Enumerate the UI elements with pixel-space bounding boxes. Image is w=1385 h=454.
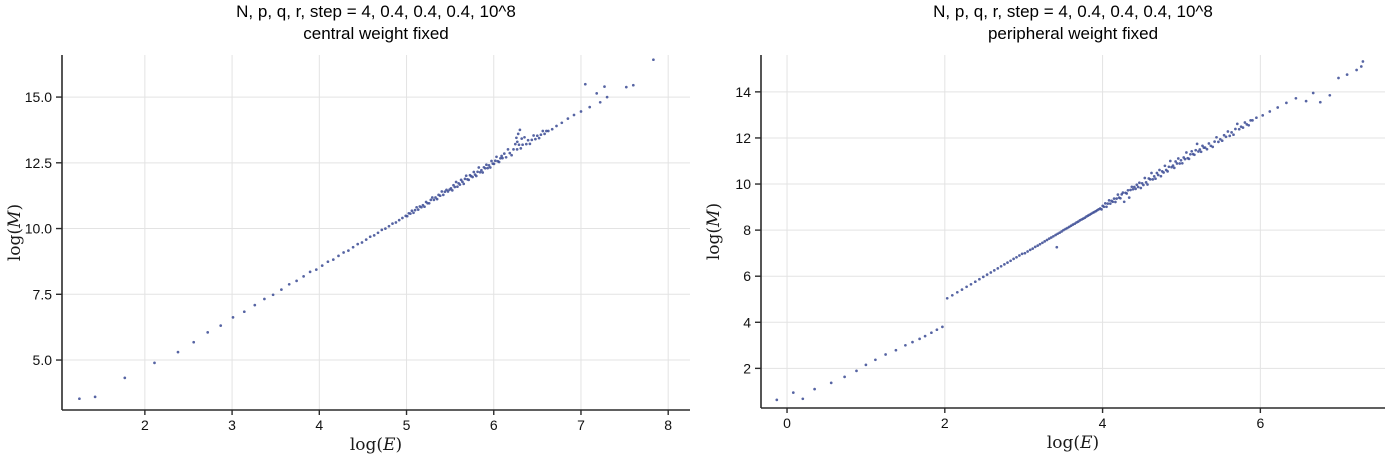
x-tick-label: 2 [141,417,149,433]
y-tick-label: 6 [743,268,751,284]
y-tick-label: 10.0 [25,221,52,237]
chart-panel-peripheral-weight: 0 2 4 6 2 4 6 8 10 12 14 log(E) log(M) N, p, q, r, st… [692,0,1385,454]
y-tick-label: 10 [735,176,751,192]
y-tick-label: 12 [735,130,751,146]
chart-subtitle: peripheral weight fixed [988,24,1158,43]
x-tick-label: 8 [664,417,672,433]
chart-panel-central-weight: 2 3 4 5 6 7 8 5.0 7.5 10.0 12.5 15.0 log(E) log(M) N, … [0,0,692,454]
x-tick-label: 2 [941,415,949,431]
x-tick-label: 3 [228,417,236,433]
x-tick-label: 7 [577,417,585,433]
x-axis-label: log(E) [1047,433,1099,453]
y-tick-label: 12.5 [25,155,52,171]
chart-subtitle: central weight fixed [303,24,449,43]
y-tick-label: 8 [743,222,751,238]
chart-title: N, p, q, r, step = 4, 0.4, 0.4, 0.4, 10^… [933,2,1213,21]
chart-title: N, p, q, r, step = 4, 0.4, 0.4, 0.4, 10^… [236,2,516,21]
y-tick-label: 2 [743,360,751,376]
x-tick-label: 5 [403,417,411,433]
x-tick-label: 4 [1099,415,1107,431]
scatter-plot-peripheral-weight: 0 2 4 6 2 4 6 8 10 12 14 log(E) log(M) N, p, q, r, st… [704,2,1385,453]
x-tick-label: 0 [783,415,791,431]
x-tick-label: 4 [315,417,323,433]
scatter-plot-central-weight: 2 3 4 5 6 7 8 5.0 7.5 10.0 12.5 15.0 log(E) log(M) N, … [5,2,690,454]
y-tick-label: 7.5 [33,286,53,302]
x-tick-label: 6 [490,417,498,433]
y-tick-label: 15.0 [25,89,52,105]
y-tick-label: 4 [743,314,751,330]
y-tick-label: 5.0 [33,352,53,368]
x-axis-label: log(E) [350,435,402,454]
y-tick-label: 14 [735,84,751,100]
scatter-points [78,58,655,401]
scatter-points [775,60,1365,402]
y-axis-label: log(M) [704,203,724,260]
x-tick-label: 6 [1256,415,1264,431]
y-axis-label: log(M) [5,204,25,261]
